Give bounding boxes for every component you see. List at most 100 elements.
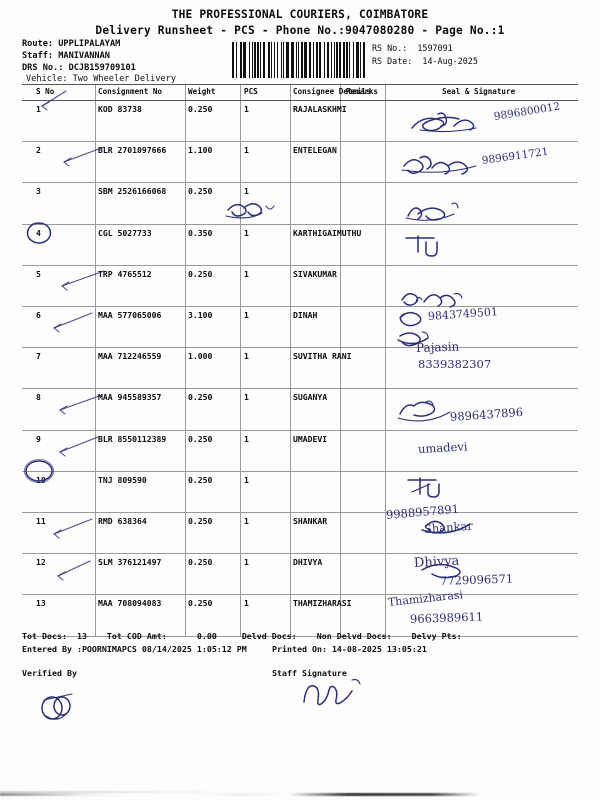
table-row xyxy=(22,265,578,306)
verified-by-signature xyxy=(36,690,78,726)
table-cell: 2 xyxy=(36,145,41,156)
row-divider xyxy=(22,84,578,85)
row-divider xyxy=(22,264,578,266)
table-cell: 6 xyxy=(36,310,41,320)
table-cell: THAMIZHARASI xyxy=(293,598,352,609)
footer-totals-line: Tot Docs: 13 Tot COD Amt: 0.00 Delvd Doc… xyxy=(22,631,462,641)
table-row xyxy=(22,594,578,635)
table-cell: 1 xyxy=(244,186,249,197)
table-cell: 13 xyxy=(36,598,46,609)
header-left-block: Route: UPPLIPALAYAM Staff: MANIVANNAN DR… xyxy=(22,38,136,75)
table-cell: KOD 83738 xyxy=(98,104,142,114)
row-divider xyxy=(22,100,578,101)
staff-field: Staff: MANIVANNAN xyxy=(22,51,110,62)
drs-no-field: DRS No.: DCJB159709101 xyxy=(22,63,136,74)
row-divider xyxy=(22,306,578,307)
staff-signature-ink xyxy=(300,676,370,708)
table-cell: 1 xyxy=(244,392,249,403)
column-header-remarks: Remarks xyxy=(346,87,379,96)
table-cell: 1 xyxy=(244,474,249,485)
table-cell: SUVITHA RANI xyxy=(293,351,352,362)
table-cell: 1.100 xyxy=(188,145,213,156)
table-cell: DHIVYA xyxy=(293,557,323,568)
runsheet-table: S No Consignment No Weight PCS Consignee Det… xyxy=(22,84,578,637)
table-cell: RAJALASKHMI xyxy=(293,104,347,114)
table-cell: ENTELEGAN xyxy=(293,145,337,156)
runsheet-barcode xyxy=(232,42,368,78)
table-row xyxy=(22,430,578,471)
table-cell: 1 xyxy=(244,351,249,362)
table-cell: RMD 638364 xyxy=(98,516,147,526)
table-row xyxy=(22,471,578,512)
non-delvd-docs: Non Delvd Docs: xyxy=(316,631,392,641)
table-cell: 0.250 xyxy=(188,268,213,279)
table-cell: 7 xyxy=(36,351,41,362)
row-divider xyxy=(22,429,578,431)
row-divider xyxy=(22,594,578,596)
table-cell: 0.250 xyxy=(188,104,213,114)
table-row xyxy=(22,141,578,182)
delvy-pts: Delvy Pts: xyxy=(411,631,462,641)
table-cell: 1 xyxy=(244,145,249,156)
column-header-consignment-no: Consignment No xyxy=(98,87,163,96)
table-cell: 0.250 xyxy=(188,598,213,609)
delvd-docs: Delvd Docs: xyxy=(241,631,297,641)
table-cell: MAA 708094083 xyxy=(98,598,162,609)
table-cell: 1 xyxy=(244,516,249,526)
column-divider xyxy=(385,84,386,636)
column-header-s-no: S No xyxy=(36,87,55,96)
row-divider xyxy=(22,141,578,143)
table-row xyxy=(22,553,578,594)
table-cell: 1 xyxy=(244,310,249,320)
table-cell: 5 xyxy=(36,268,41,279)
row-divider xyxy=(22,182,578,184)
table-cell: MAA 945589357 xyxy=(98,392,162,403)
table-cell: CGL 5027733 xyxy=(98,227,152,238)
table-cell: TNJ 809590 xyxy=(98,474,147,485)
table-cell: SUGANYA xyxy=(293,392,328,403)
table-cell: 1 xyxy=(36,104,41,114)
header-right-block: RS No.: 1597091 RS Date: 14-Aug-2025 xyxy=(372,42,478,68)
table-cell: 9 xyxy=(36,433,41,444)
rs-date-field: RS Date: 14-Aug-2025 xyxy=(372,56,478,66)
table-cell: 1.000 xyxy=(188,351,213,362)
table-cell: 11 xyxy=(36,516,46,526)
row-divider xyxy=(22,470,578,472)
column-header-weight: Weight xyxy=(188,87,216,96)
table-row xyxy=(22,306,578,347)
table-cell: 0.250 xyxy=(188,557,213,568)
rs-no-field: RS No.: 1597091 xyxy=(372,43,453,53)
row-divider xyxy=(22,553,578,555)
column-divider xyxy=(240,84,241,636)
staff-signature-label: Staff Signature xyxy=(272,668,347,678)
vehicle-field: Vehicle: Two Wheeler Delivery xyxy=(26,74,177,84)
table-cell: 12 xyxy=(36,557,46,568)
table-row xyxy=(22,224,578,265)
table-cell: KARTHIGAIMUTHU xyxy=(293,227,362,238)
column-divider xyxy=(185,84,186,636)
table-cell: 1 xyxy=(244,557,249,568)
row-divider xyxy=(22,388,578,390)
table-cell: 1 xyxy=(244,598,249,609)
table-row xyxy=(22,388,578,429)
table-cell: BLR 2701097666 xyxy=(98,145,167,156)
entered-by-line: Entered By :POORNIMAPCS 08/14/2025 1:05:… xyxy=(22,644,247,654)
table-row xyxy=(22,347,578,388)
table-cell: 0.250 xyxy=(188,186,213,197)
table-cell: 0.250 xyxy=(188,392,213,403)
table-cell: 3.100 xyxy=(188,310,213,320)
printed-on-line: Printed On: 14-08-2025 13:05:21 xyxy=(272,644,427,654)
table-cell: 0.250 xyxy=(188,516,213,526)
table-cell: TRP 4765512 xyxy=(98,268,152,279)
column-header-pcs: PCS xyxy=(244,87,258,96)
column-divider xyxy=(290,84,291,636)
column-divider xyxy=(340,84,341,636)
tot-docs: Tot Docs: 13 xyxy=(22,631,87,641)
table-cell: 0.350 xyxy=(188,227,213,238)
column-header-consignee-details: Consignee Details xyxy=(293,87,371,96)
row-divider xyxy=(22,347,578,349)
row-divider xyxy=(22,512,578,513)
table-cell: 8 xyxy=(36,392,41,403)
column-header-seal-signature: Seal & Signature xyxy=(442,87,516,96)
